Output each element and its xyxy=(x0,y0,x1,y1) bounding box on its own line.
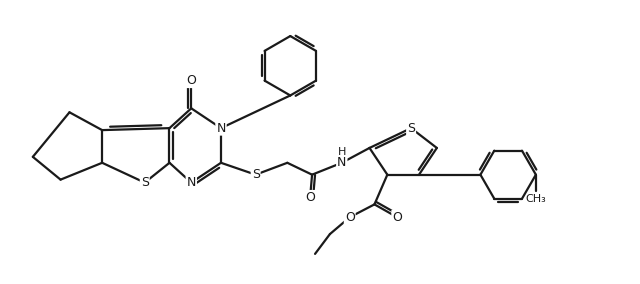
Text: N: N xyxy=(216,122,226,135)
Text: N: N xyxy=(337,156,346,169)
Text: S: S xyxy=(407,122,415,135)
Text: O: O xyxy=(345,211,355,224)
Text: CH₃: CH₃ xyxy=(525,195,547,204)
Text: O: O xyxy=(186,74,196,87)
Text: N: N xyxy=(187,176,196,189)
Text: S: S xyxy=(252,168,260,181)
Text: H: H xyxy=(337,147,346,157)
Text: S: S xyxy=(141,176,148,189)
Text: O: O xyxy=(305,191,315,204)
Text: O: O xyxy=(392,211,402,224)
